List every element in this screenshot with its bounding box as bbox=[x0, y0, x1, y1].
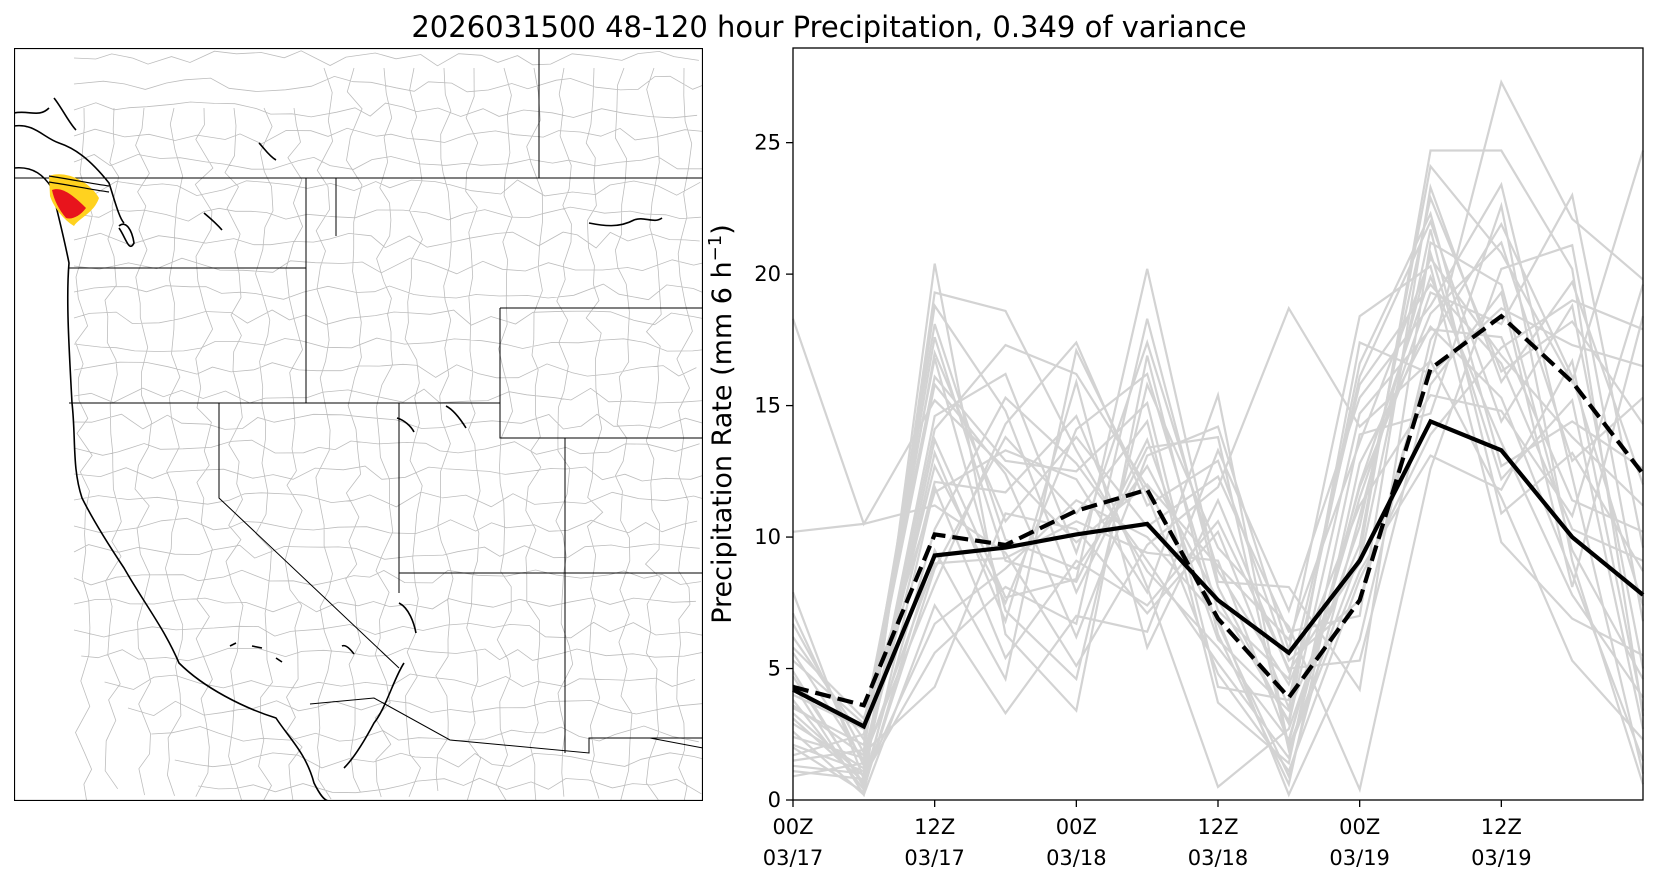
y-tick-label: 0 bbox=[768, 788, 781, 812]
highlight-high-area bbox=[52, 189, 86, 219]
ensemble-member-line bbox=[792, 240, 1644, 764]
map-highlight-region bbox=[48, 174, 110, 226]
regression-dashed-line bbox=[792, 313, 1645, 708]
ensemble-member-line bbox=[792, 302, 1645, 781]
x-tick-label-time: 00Z bbox=[1056, 815, 1097, 839]
x-tick-label-time: 12Z bbox=[1481, 815, 1522, 839]
y-tick-label: 15 bbox=[754, 394, 781, 418]
x-tick-label-date: 03/18 bbox=[1046, 846, 1107, 870]
ensemble-member-line bbox=[792, 305, 1644, 741]
ensemble-member-line bbox=[792, 210, 1644, 755]
map-frame bbox=[14, 48, 703, 801]
ensemble-member-lines bbox=[791, 79, 1645, 798]
ensemble-member-line bbox=[792, 218, 1645, 731]
x-tick-label-date: 03/17 bbox=[763, 846, 824, 870]
x-tick-label-date: 03/18 bbox=[1188, 846, 1249, 870]
map-basin-boundaries bbox=[73, 50, 703, 801]
x-axis-ticks: 00Z 03/17 12Z 03/17 00Z 03/18 12Z 03/18 00Z 03/19… bbox=[763, 800, 1532, 870]
x-tick-label-time: 12Z bbox=[1197, 815, 1238, 839]
ensemble-member-line bbox=[792, 192, 1645, 788]
y-axis-title: Precipitation Rate (mm 6 h−1) bbox=[705, 224, 738, 624]
ensemble-member-line bbox=[792, 318, 1644, 779]
ensemble-member-line bbox=[792, 290, 1645, 794]
map-state-borders bbox=[14, 48, 703, 754]
x-tick-label-date: 03/17 bbox=[904, 846, 965, 870]
y-axis-title-superscript: −1 bbox=[705, 235, 726, 262]
y-tick-label: 25 bbox=[754, 131, 781, 155]
x-tick-label-time: 00Z bbox=[772, 815, 813, 839]
ensemble-mean-line bbox=[792, 418, 1645, 730]
ensemble-member-line bbox=[792, 284, 1645, 771]
ensemble-member-line bbox=[792, 273, 1644, 784]
figure-title: 2026031500 48-120 hour Precipitation, 0.… bbox=[411, 10, 1247, 44]
y-tick-label: 20 bbox=[754, 262, 781, 286]
ensemble-member-line bbox=[792, 150, 1645, 747]
ensemble-member-line bbox=[792, 149, 1645, 752]
x-tick-label-date: 03/19 bbox=[1329, 846, 1390, 870]
highlight-series-lines bbox=[792, 313, 1645, 730]
ensemble-member-line bbox=[792, 229, 1644, 773]
ensemble-member-line bbox=[792, 194, 1644, 789]
ensemble-member-line bbox=[792, 249, 1645, 780]
y-axis-title-main: Precipitation Rate (mm 6 h bbox=[707, 261, 738, 623]
ensemble-member-line bbox=[792, 79, 1644, 760]
ensemble-member-line bbox=[791, 256, 1644, 642]
x-tick-label-time: 00Z bbox=[1339, 815, 1380, 839]
y-tick-label: 5 bbox=[768, 657, 781, 681]
map-panel bbox=[14, 48, 703, 801]
map-coastline bbox=[14, 97, 663, 801]
y-axis-ticks: 0 5 10 15 20 25 bbox=[754, 131, 793, 812]
ensemble-member-line bbox=[792, 181, 1645, 798]
ensemble-member-line bbox=[792, 299, 1644, 792]
ensemble-member-line bbox=[792, 201, 1645, 790]
ensemble-member-line bbox=[792, 264, 1644, 757]
ensemble-member-line bbox=[792, 183, 1645, 762]
ensemble-member-line bbox=[792, 282, 1644, 758]
y-axis-title-close: ) bbox=[707, 224, 738, 235]
ensemble-member-line bbox=[792, 240, 1644, 775]
y-tick-label: 10 bbox=[754, 525, 781, 549]
x-tick-label-time: 12Z bbox=[914, 815, 955, 839]
x-tick-label-date: 03/19 bbox=[1471, 846, 1532, 870]
ensemble-member-line bbox=[792, 263, 1645, 797]
